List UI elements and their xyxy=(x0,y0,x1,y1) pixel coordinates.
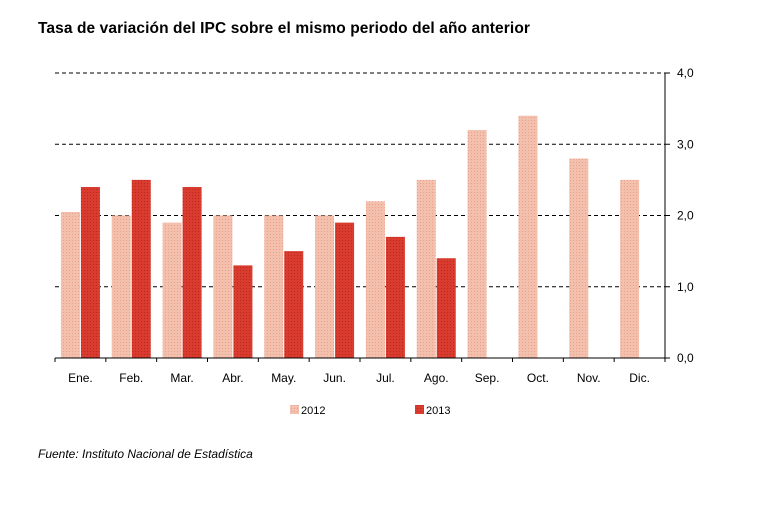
gridlines xyxy=(55,72,665,288)
x-tick-label: May. xyxy=(271,371,296,385)
bar-2012 xyxy=(569,158,589,358)
x-tick-label: Oct. xyxy=(527,371,549,385)
bar-2012 xyxy=(111,215,131,358)
bar-2013 xyxy=(233,265,253,358)
chart-title: Tasa de variación del IPC sobre el mismo… xyxy=(38,20,531,37)
bar-2013 xyxy=(385,236,405,358)
x-tick-label: Jun. xyxy=(323,371,346,385)
y-tick-label: 1,0 xyxy=(677,280,694,294)
x-tick-label: Sep. xyxy=(475,371,500,385)
axes xyxy=(54,72,670,362)
x-tick-label: Mar. xyxy=(170,371,193,385)
bar-2013 xyxy=(80,187,100,358)
bars xyxy=(60,115,640,358)
bar-2012 xyxy=(365,201,385,358)
bar-2012 xyxy=(213,215,233,358)
bar-2013 xyxy=(182,187,202,358)
bar-2013 xyxy=(335,222,355,358)
bar-2012 xyxy=(518,115,538,358)
y-tick-label: 4,0 xyxy=(677,66,694,80)
bar-2012 xyxy=(264,215,284,358)
y-tick-label: 2,0 xyxy=(677,209,694,223)
tick-labels: 0,0 1,0 2,0 3,0 4,0 Ene. Feb. Mar. Abr. May. Jun. J… xyxy=(68,66,694,385)
legend-label-2012: 2012 xyxy=(301,405,325,417)
legend: 2012 2013 xyxy=(290,405,450,417)
bar-2012 xyxy=(315,215,335,358)
y-tick-label: 3,0 xyxy=(677,137,694,151)
x-tick-label: Ene. xyxy=(68,371,93,385)
legend-label-2013: 2013 xyxy=(426,405,450,417)
y-tick-label: 0,0 xyxy=(677,351,694,365)
legend-swatch-2013 xyxy=(415,405,424,414)
source-note: Fuente: Instituto Nacional de Estadístic… xyxy=(38,447,253,461)
x-tick-label: Dic. xyxy=(629,371,650,385)
bar-2013 xyxy=(131,179,151,358)
legend-swatch-2012 xyxy=(290,405,299,414)
bar-2012 xyxy=(416,179,436,358)
bar-2012 xyxy=(620,179,640,358)
bar-2012 xyxy=(162,222,182,358)
bar-2012 xyxy=(467,130,487,358)
bar-2012 xyxy=(60,211,80,358)
bar-2013 xyxy=(284,251,304,358)
bar-2013 xyxy=(436,258,456,358)
x-tick-label: Feb. xyxy=(119,371,143,385)
x-tick-label: Abr. xyxy=(222,371,243,385)
x-tick-label: Nov. xyxy=(577,371,601,385)
x-tick-label: Ago. xyxy=(424,371,449,385)
x-tick-label: Jul. xyxy=(376,371,395,385)
